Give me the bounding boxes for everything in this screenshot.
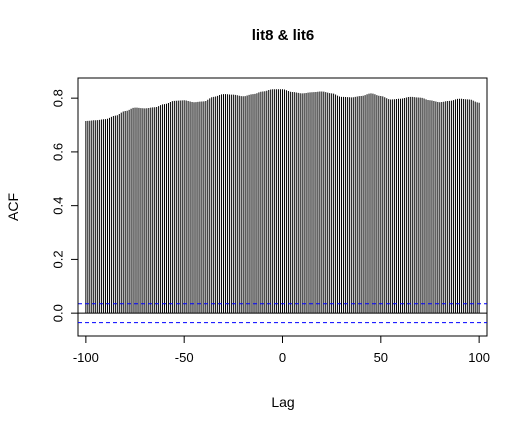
y-axis: 0.0 0.2 0.4 0.6 0.8: [51, 89, 79, 322]
y-axis-label: ACF: [5, 193, 21, 221]
x-tick-label: -100: [73, 350, 99, 365]
y-tick-label: 0.6: [51, 143, 66, 161]
y-tick-label: 0.4: [51, 197, 66, 215]
x-tick-label: 0: [279, 350, 286, 365]
x-tick-label: 100: [468, 350, 490, 365]
x-tick-label: 50: [374, 350, 388, 365]
x-tick-label: -50: [175, 350, 194, 365]
y-tick-label: 0.2: [51, 250, 66, 268]
chart-title: lit8 & lit6: [252, 27, 315, 44]
y-tick-label: 0.0: [51, 304, 66, 322]
x-axis: -100 -50 0 50 100: [73, 335, 490, 365]
x-axis-label: Lag: [271, 394, 294, 410]
acf-bars: [85, 89, 480, 314]
y-tick-label: 0.8: [51, 89, 66, 107]
